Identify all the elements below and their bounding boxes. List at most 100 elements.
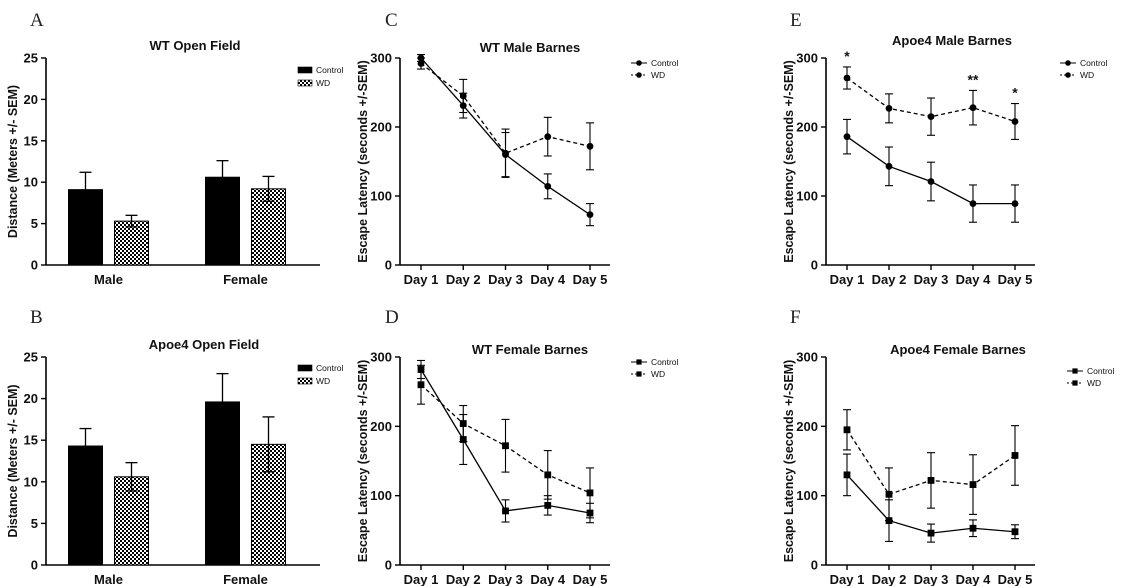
- legend-marker: [636, 60, 642, 66]
- chart-title: Apoe4 Male Barnes: [892, 33, 1012, 48]
- legend-label: Control: [1087, 366, 1115, 376]
- data-point: [885, 104, 893, 112]
- chart-title: Apoe4 Female Barnes: [890, 342, 1026, 357]
- x-tick-label: Day 3: [488, 572, 523, 586]
- data-point: [502, 507, 509, 515]
- data-point: [586, 211, 594, 219]
- data-point: [586, 489, 594, 497]
- legend-label: Control: [651, 58, 679, 68]
- data-point: [544, 133, 552, 141]
- data-point: [1011, 452, 1019, 459]
- data-point: [969, 524, 977, 532]
- y-tick-label: 20: [24, 391, 38, 406]
- significance-marker: **: [968, 71, 979, 87]
- bar-control: [205, 176, 240, 266]
- y-tick-label: 100: [370, 488, 392, 503]
- data-point: [843, 133, 851, 141]
- bar-wd: [114, 220, 149, 266]
- legend-label: Control: [1080, 58, 1108, 68]
- x-tick-label: Day 1: [830, 272, 865, 287]
- y-tick-label: 0: [385, 258, 392, 273]
- y-tick-label: 0: [31, 258, 38, 273]
- y-tick-label: 300: [796, 350, 818, 365]
- legend-marker: [636, 359, 642, 365]
- legend: Control WD: [297, 65, 344, 88]
- error-bar: [125, 214, 138, 228]
- data-point: [1011, 528, 1019, 536]
- legend-marker: [1072, 380, 1078, 386]
- bar-control: [68, 445, 103, 566]
- legend-swatch: [297, 364, 313, 372]
- x-tick-label: Day 4: [956, 272, 991, 287]
- y-tick-label: 200: [796, 419, 818, 434]
- data-point: [927, 113, 935, 121]
- bar-control: [68, 189, 103, 266]
- panel-letter: A: [30, 10, 44, 31]
- chart-title: WT Open Field: [150, 38, 241, 53]
- y-axis-label: Escape Latency (seconds +/-SEM): [782, 60, 796, 263]
- legend-swatch: [297, 377, 313, 385]
- data-point: [459, 92, 467, 100]
- legend-marker: [1065, 60, 1071, 66]
- data-point: [885, 162, 893, 170]
- legend-marker: [1072, 368, 1078, 374]
- y-tick-label: 0: [811, 258, 818, 273]
- y-tick-label: 15: [24, 133, 38, 148]
- legend-marker: [1065, 72, 1071, 78]
- significance-marker: *: [1012, 85, 1018, 101]
- y-axis-label: Escape Latency (seconds +/-SEM): [356, 360, 370, 563]
- chart-panel-a: A WT Open Field 0 5 10 15 20 25 Distance (Meters…: [6, 10, 344, 287]
- y-tick-label: 10: [24, 474, 38, 489]
- data-point: [544, 471, 552, 479]
- x-tick-label: Day 2: [872, 572, 907, 586]
- x-tick-label: Day 4: [956, 572, 991, 586]
- y-tick-label: 15: [24, 433, 38, 448]
- data-point: [544, 182, 552, 190]
- y-axis-label: Distance (Meters +/- SEM): [6, 85, 20, 238]
- series-wd: [843, 409, 1019, 522]
- y-tick-label: 200: [370, 120, 392, 135]
- series-control: [843, 118, 1019, 223]
- x-tick-label: Day 4: [530, 572, 565, 586]
- error-bar: [216, 372, 229, 402]
- legend: Control WD: [1067, 366, 1115, 388]
- data-point: [843, 471, 851, 479]
- error-bar: [125, 462, 138, 492]
- x-tick-label: Day 5: [998, 572, 1033, 586]
- legend-swatch: [297, 79, 313, 87]
- y-tick-label: 300: [370, 51, 392, 66]
- chart-title: WT Male Barnes: [480, 40, 580, 55]
- legend-label: WD: [316, 376, 330, 386]
- y-tick-label: 300: [796, 51, 818, 66]
- chart-title: WT Female Barnes: [472, 342, 588, 357]
- x-tick-label: Day 5: [573, 272, 608, 287]
- panel-letter: C: [385, 10, 398, 31]
- y-tick-label: 100: [370, 189, 392, 204]
- data-point: [927, 477, 935, 484]
- data-point: [969, 200, 977, 207]
- panel-letter: F: [790, 307, 801, 328]
- y-tick-label: 0: [811, 558, 818, 573]
- y-tick-label: 100: [796, 488, 818, 503]
- series-wd: [417, 57, 594, 178]
- data-point: [927, 178, 935, 185]
- x-tick-label: Day 2: [446, 572, 481, 586]
- chart-title: Apoe4 Open Field: [149, 337, 260, 352]
- legend-label: WD: [1087, 378, 1101, 388]
- y-tick-label: 25: [24, 350, 38, 365]
- series-line: [420, 63, 591, 155]
- legend-label: Control: [316, 363, 344, 373]
- data-point: [417, 381, 425, 389]
- data-point: [927, 529, 935, 537]
- y-tick-label: 200: [370, 419, 392, 434]
- legend-swatch: [297, 66, 313, 74]
- bar-control: [205, 401, 240, 566]
- panel-letter: E: [790, 10, 802, 31]
- x-tick-label: Day 5: [998, 272, 1033, 287]
- legend-label: Control: [651, 357, 679, 367]
- x-tick-label: Day 1: [404, 272, 439, 287]
- error-bar: [262, 416, 275, 473]
